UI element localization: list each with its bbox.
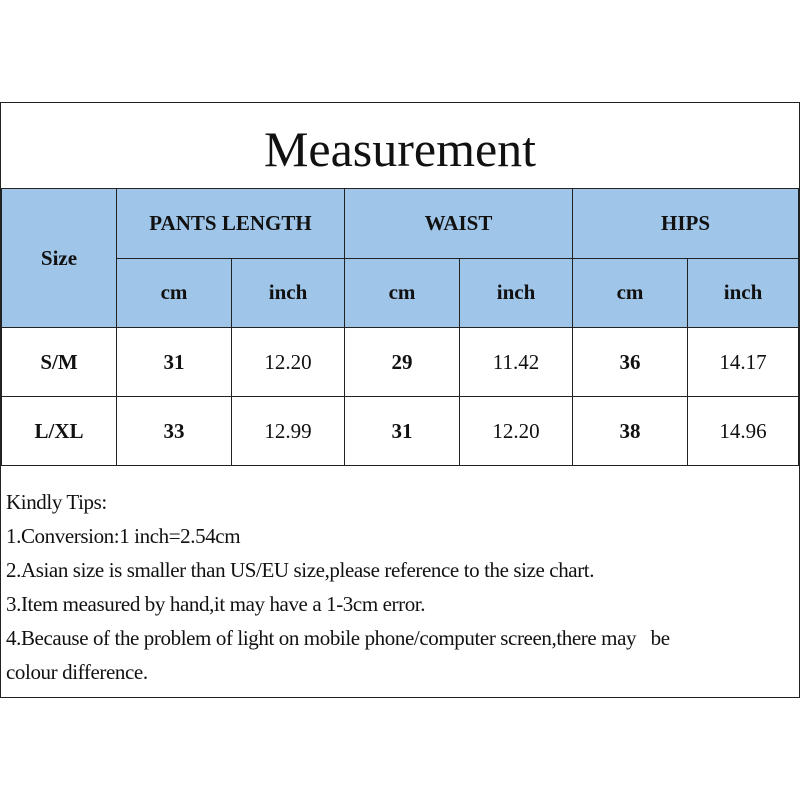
header-unit: cm (116, 257, 232, 328)
header-unit: inch (687, 257, 799, 328)
header-size: Size (1, 188, 117, 328)
header-unit: inch (231, 257, 345, 328)
header-row-units: cm inch cm inch cm inch (2, 257, 799, 328)
value-cell: 14.17 (687, 327, 799, 397)
tip-line: 3.Item measured by hand,it may have a 1-… (6, 592, 426, 616)
value-cell: 14.96 (687, 396, 799, 466)
tip-line: 2.Asian size is smaller than US/EU size,… (6, 558, 595, 582)
header-unit: inch (458, 257, 574, 328)
size-table: Size PANTS LENGTH WAIST HIPS cm inch cm … (1, 188, 799, 466)
table-row: L/XL 33 12.99 31 12.20 38 14.96 (1, 396, 799, 466)
size-chart: Measurement Size PANTS LENGTH WAIST HIPS… (0, 102, 800, 698)
value-cell: 31 (344, 396, 460, 466)
header-pants-length: PANTS LENGTH (116, 188, 345, 259)
chart-title: Measurement (263, 121, 537, 177)
tip-line: 1.Conversion:1 inch=2.54cm (6, 524, 241, 548)
table-row: S/M 31 12.20 29 11.42 36 14.17 (1, 327, 799, 397)
header-waist: WAIST (343, 188, 574, 259)
size-cell: S/M (1, 327, 117, 397)
tip-line: 4.Because of the problem of light on mob… (6, 626, 670, 650)
value-cell: 12.20 (458, 396, 574, 466)
value-cell: 11.42 (458, 327, 574, 397)
header-hips: HIPS (572, 188, 799, 259)
tips-section: Kindly Tips: 1.Conversion:1 inch=2.54cm … (6, 485, 670, 689)
value-cell: 31 (116, 327, 232, 397)
value-cell: 12.20 (231, 327, 345, 397)
header-unit: cm (344, 257, 460, 328)
tip-line: colour difference. (6, 660, 148, 684)
value-cell: 36 (572, 327, 689, 397)
value-cell: 29 (344, 327, 460, 397)
header-unit: cm (572, 257, 689, 328)
size-cell: L/XL (1, 396, 117, 466)
tips-heading: Kindly Tips: (6, 490, 107, 514)
value-cell: 12.99 (231, 396, 345, 466)
header-row-groups: Size PANTS LENGTH WAIST HIPS (1, 188, 799, 328)
value-cell: 38 (572, 396, 689, 466)
value-cell: 33 (116, 396, 232, 466)
